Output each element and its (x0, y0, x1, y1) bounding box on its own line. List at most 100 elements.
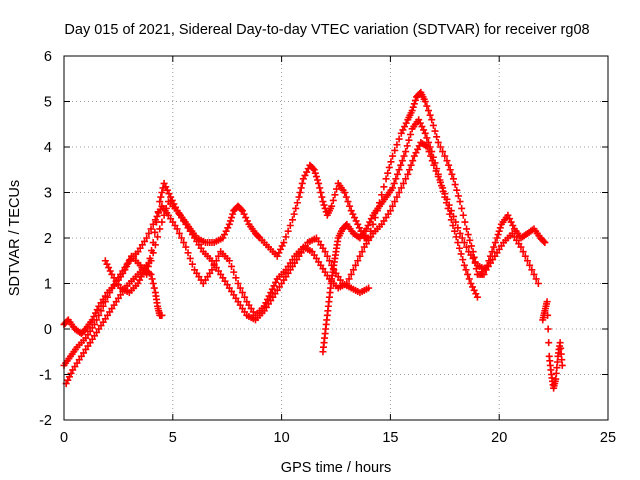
data-point (255, 233, 263, 241)
data-point (509, 221, 517, 229)
data-point (456, 198, 464, 206)
data-point (228, 262, 236, 270)
y-axis-label: SDTVAR / TECUs (7, 180, 23, 296)
data-point (506, 215, 514, 223)
data-point (523, 257, 531, 265)
axis-ticks: 0 5 10 15 20 25 -2 -1 0 1 2 3 4 5 6 (39, 49, 616, 446)
data-point (507, 218, 515, 226)
data-point (297, 184, 305, 192)
data-point (456, 229, 464, 237)
data-point (459, 211, 467, 219)
data-point (104, 293, 112, 301)
x-tick-label: 5 (169, 430, 177, 446)
data-point (208, 266, 216, 274)
data-point (136, 276, 144, 284)
data-point (238, 289, 246, 297)
data-point (347, 207, 355, 215)
data-point (399, 126, 407, 134)
data-point (380, 183, 388, 191)
data-point (358, 248, 366, 256)
data-point (296, 189, 304, 196)
data-point (352, 217, 360, 225)
data-point (390, 179, 398, 187)
data-point (149, 280, 157, 287)
data-point (386, 207, 394, 215)
data-point (265, 292, 273, 300)
data-point (225, 257, 233, 265)
data-point (318, 193, 326, 201)
data-point (378, 191, 386, 199)
data-point (151, 241, 159, 249)
x-tick-label: 20 (491, 430, 507, 446)
data-point (147, 270, 155, 278)
data-point (158, 189, 166, 196)
data-point (431, 159, 439, 167)
data-point (150, 284, 158, 292)
data-point (491, 239, 499, 247)
data-point (407, 161, 415, 169)
data-point (153, 212, 161, 220)
data-point (160, 179, 168, 187)
data-point (293, 199, 301, 207)
data-point (275, 249, 283, 257)
data-point (404, 170, 412, 178)
data-point (454, 192, 462, 200)
data-point (156, 198, 164, 206)
data-point (325, 257, 333, 265)
data-point (469, 283, 477, 291)
data-point (145, 229, 153, 237)
data-point (365, 284, 373, 292)
data-point (454, 239, 462, 247)
data-point (321, 248, 329, 256)
data-point (442, 199, 450, 207)
data-point (426, 111, 434, 119)
data-point (495, 227, 503, 235)
data-point (301, 171, 309, 179)
data-point (188, 260, 196, 268)
data-point (436, 143, 444, 151)
data-point (402, 148, 410, 156)
data-point (541, 239, 549, 247)
y-tick-label: 1 (44, 277, 52, 293)
data-point (230, 268, 238, 276)
data-point (229, 210, 237, 218)
data-point (405, 166, 413, 174)
data-point (434, 170, 442, 178)
data-point (97, 307, 105, 315)
data-point (457, 250, 465, 258)
data-point (467, 280, 475, 287)
data-point (453, 186, 461, 194)
data-point (355, 224, 363, 232)
series-track-a (60, 88, 549, 338)
data-points (60, 88, 566, 392)
data-point (147, 257, 155, 265)
data-point (149, 249, 157, 257)
data-point (490, 243, 498, 251)
data-point (303, 168, 311, 176)
data-point (467, 242, 475, 250)
data-point (105, 264, 113, 272)
data-point (277, 245, 285, 253)
data-point (545, 339, 553, 347)
data-point (354, 220, 362, 228)
data-point (470, 286, 478, 294)
chart-title: Day 015 of 2021, Sidereal Day-to-day VTE… (64, 22, 589, 38)
data-point (400, 152, 408, 160)
data-point (458, 204, 466, 212)
data-point (299, 175, 307, 183)
data-point (460, 261, 468, 269)
data-point (280, 239, 288, 247)
data-point (395, 135, 403, 143)
data-point (345, 275, 353, 283)
data-point (180, 239, 188, 247)
data-point (418, 123, 426, 131)
data-point (446, 166, 454, 174)
data-point (540, 237, 548, 245)
data-point (420, 126, 428, 134)
data-point (393, 170, 401, 178)
data-point (395, 166, 403, 174)
data-point (143, 234, 151, 242)
data-point (402, 175, 410, 183)
data-point (421, 129, 429, 137)
data-point (99, 302, 107, 310)
